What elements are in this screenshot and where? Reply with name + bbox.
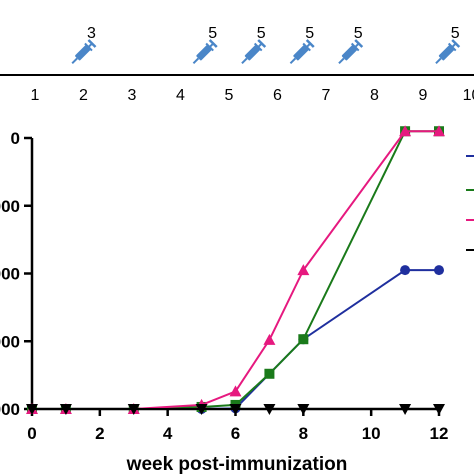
dose-label: 5 xyxy=(208,25,217,42)
data-point xyxy=(399,125,412,137)
data-point xyxy=(264,368,275,379)
data-point xyxy=(297,404,310,415)
timeline-ticks: 1 2 3 4 5 6 7 8 9 10 xyxy=(31,87,474,104)
timeline-tick-label: 1 xyxy=(31,87,40,104)
data-point xyxy=(399,404,412,415)
legend xyxy=(466,155,474,251)
data-point xyxy=(229,385,242,397)
series-square xyxy=(27,126,444,414)
data-point xyxy=(400,265,411,276)
x-tick-label: 6 xyxy=(231,424,240,443)
timeline-tick-label: 2 xyxy=(79,87,88,104)
y-tick-label: 000 xyxy=(0,197,20,216)
dose-label: 5 xyxy=(354,25,363,42)
syringe-icon xyxy=(192,39,218,65)
data-point xyxy=(59,404,72,415)
immunization-timeline: 1 2 3 4 5 6 7 8 9 10 3 3 5 5 5 5 5 xyxy=(0,25,474,104)
timeline-injections: 3355555 xyxy=(71,25,461,65)
series-line xyxy=(32,130,439,410)
data-point xyxy=(433,125,445,137)
series-triangle-up xyxy=(26,125,445,414)
timeline-tick-label: 6 xyxy=(273,87,282,104)
series-triangle-down xyxy=(26,404,445,415)
x-tick-label: 12 xyxy=(430,424,449,443)
data-point xyxy=(195,404,208,415)
timeline-tick-label: 5 xyxy=(225,87,234,104)
data-point xyxy=(127,404,140,415)
y-tick-label: 000 xyxy=(0,400,20,419)
x-tick-label: 8 xyxy=(299,424,308,443)
x-tick-label: 0 xyxy=(27,424,36,443)
x-axis-ticks: 0 2 4 6 8 10 12 xyxy=(27,409,448,443)
syringe-icon xyxy=(435,39,461,65)
dose-label: 3 xyxy=(87,25,96,42)
dose-label: 5 xyxy=(451,25,460,42)
data-point xyxy=(298,334,309,345)
timeline-tick-label: 9 xyxy=(419,87,428,104)
dose-label: 5 xyxy=(257,25,266,42)
data-point xyxy=(263,404,276,415)
timeline-tick-label: 10 xyxy=(463,87,474,104)
y-axis-ticks: 0000000000000 xyxy=(0,129,32,419)
syringe-icon xyxy=(71,39,97,65)
dose-label: 5 xyxy=(305,25,314,42)
timeline-tick-label: 8 xyxy=(370,87,379,104)
y-tick-label: 0 xyxy=(11,129,20,148)
x-tick-label: 4 xyxy=(163,424,173,443)
data-point xyxy=(297,264,310,276)
x-tick-label: 2 xyxy=(95,424,104,443)
data-point xyxy=(434,265,444,276)
data-point xyxy=(263,333,276,345)
syringe-icon xyxy=(338,39,364,65)
data-point xyxy=(433,404,445,415)
series-group xyxy=(26,125,445,415)
x-axis-label: week post-immunization xyxy=(126,454,348,474)
syringe-icon xyxy=(241,39,267,65)
series-line xyxy=(32,130,439,410)
y-tick-label: 000 xyxy=(0,265,20,284)
timeline-tick-label: 7 xyxy=(322,87,331,104)
data-point xyxy=(229,404,242,415)
timeline-tick-label: 4 xyxy=(176,87,185,104)
y-tick-label: 000 xyxy=(0,332,20,351)
timeline-tick-label: 3 xyxy=(128,87,137,104)
syringe-icon xyxy=(289,39,315,65)
data-point xyxy=(26,404,38,415)
x-tick-label: 10 xyxy=(362,424,381,443)
